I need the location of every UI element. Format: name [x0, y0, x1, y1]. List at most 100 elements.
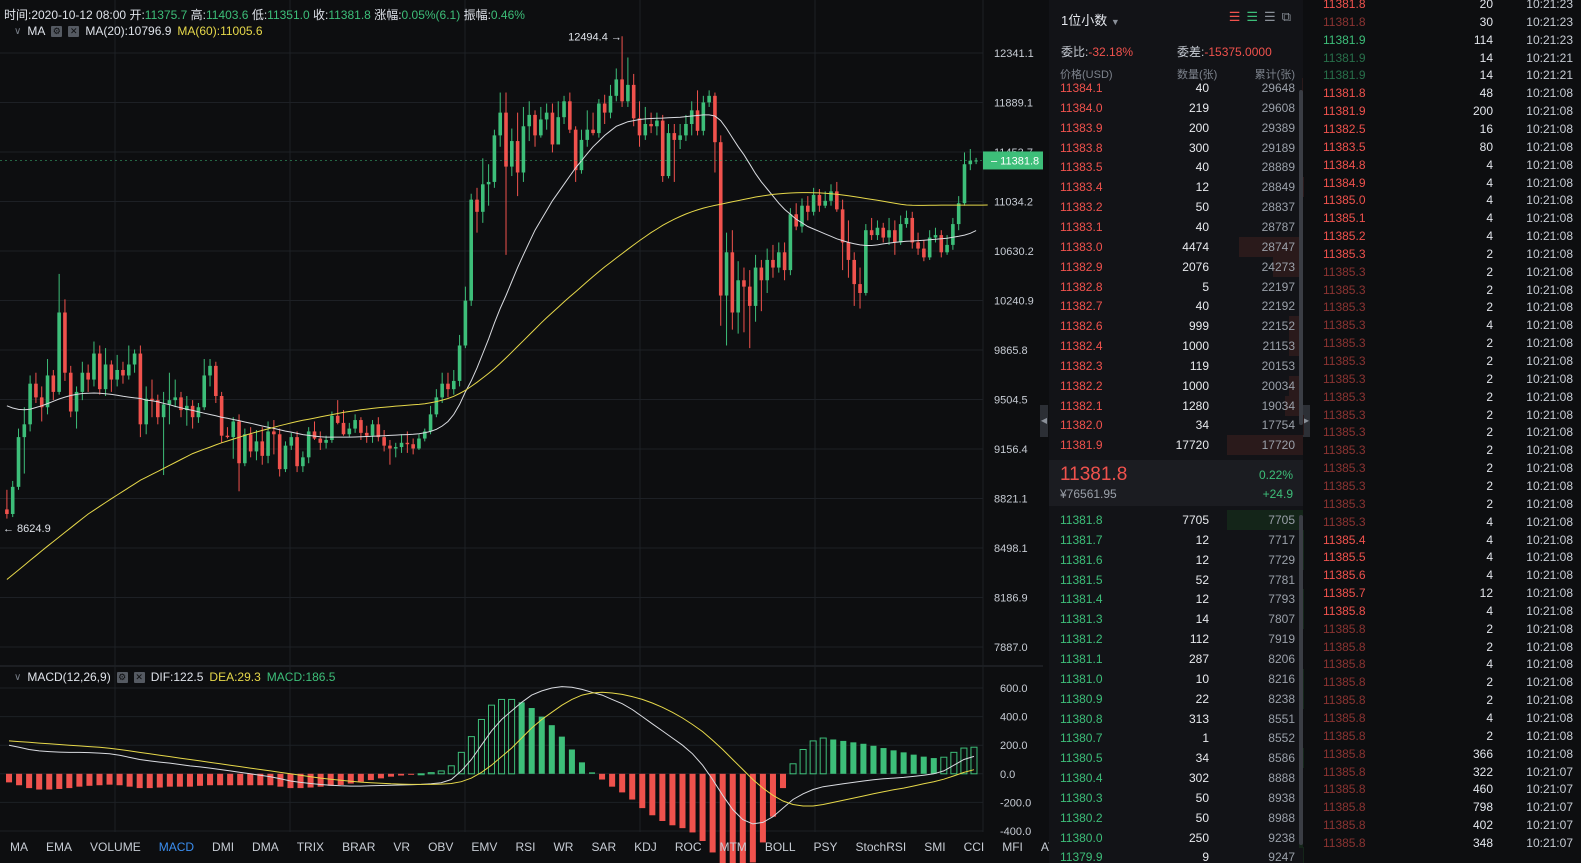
book-view-bids-icon[interactable]: ☰: [1246, 9, 1259, 24]
tab-stochrsi[interactable]: StochRSI: [855, 840, 907, 854]
ask-row[interactable]: 11384.0 219 29608: [1049, 97, 1303, 118]
collapse-left-handle[interactable]: ◀: [1040, 405, 1048, 437]
settings-gear-icon[interactable]: ⚙: [51, 25, 63, 37]
bid-row[interactable]: 11380.3 50 8938: [1049, 787, 1303, 808]
tab-mtm[interactable]: MTM: [719, 840, 747, 854]
trade-row: 11385.3 2 10:21:08: [1311, 371, 1581, 389]
candle-body: [544, 112, 549, 120]
tab-volume[interactable]: VOLUME: [90, 840, 141, 854]
tab-obv[interactable]: OBV: [428, 840, 454, 854]
ma-legend-name: MA: [27, 24, 46, 38]
order-price: 11381.8: [1060, 513, 1103, 527]
tab-emv[interactable]: EMV: [471, 840, 498, 854]
trade-time: 10:21:08: [1526, 371, 1573, 386]
precision-select[interactable]: 1位小数 ▼: [1061, 10, 1120, 29]
kline-chart-panel[interactable]: 12341.111889.111453.711034.210630.210240…: [0, 0, 1203, 863]
bid-row[interactable]: 11379.9 9 9247: [1049, 847, 1303, 863]
candle-body: [956, 203, 961, 225]
bid-row[interactable]: 11381.2 112 7919: [1049, 629, 1303, 650]
candle-body: [422, 431, 427, 439]
ask-row[interactable]: 11382.1 1280 19034: [1049, 395, 1303, 416]
tab-mfi[interactable]: MFI: [1002, 840, 1023, 854]
candle-body: [945, 244, 949, 253]
bids-scrollbar[interactable]: [1299, 515, 1303, 845]
ask-row[interactable]: 11382.0 34 17754: [1049, 415, 1303, 436]
settings-gear-icon[interactable]: ⚙: [116, 671, 128, 683]
macd-histogram-bar: [689, 773, 696, 833]
tab-sar[interactable]: SAR: [591, 840, 617, 854]
trade-qty: 4: [1486, 568, 1493, 583]
asks-scrollbar[interactable]: [1299, 90, 1303, 425]
bid-row[interactable]: 11380.0 250 9238: [1049, 827, 1303, 848]
tab-ma[interactable]: MA: [10, 840, 28, 854]
tab-kdj[interactable]: KDJ: [634, 840, 657, 854]
tab-brar[interactable]: BRAR: [342, 840, 376, 854]
ask-row[interactable]: 11382.7 40 22192: [1049, 296, 1303, 317]
macd-histogram-bar: [317, 773, 324, 787]
candle-body: [794, 214, 798, 227]
bid-row[interactable]: 11381.3 14 7807: [1049, 609, 1303, 630]
dea-line: [8, 691, 975, 807]
ask-row[interactable]: 11383.0 4474 28747: [1049, 236, 1303, 257]
tab-cci[interactable]: CCI: [963, 840, 985, 854]
bid-row[interactable]: 11381.6 12 7729: [1049, 549, 1303, 570]
tab-rsi[interactable]: RSI: [515, 840, 536, 854]
bid-row[interactable]: 11381.7 12 7717: [1049, 529, 1303, 550]
ask-row[interactable]: 11383.9 200 29389: [1049, 117, 1303, 138]
tab-vr[interactable]: VR: [393, 840, 411, 854]
tab-macd[interactable]: MACD: [158, 840, 195, 854]
order-qty: 5: [1202, 279, 1209, 294]
ask-row[interactable]: 11384.1 40 29648: [1049, 78, 1303, 98]
bid-row[interactable]: 11381.0 10 8216: [1049, 668, 1303, 689]
tab-boll[interactable]: BOLL: [764, 840, 796, 854]
trade-price: 11381.9: [1323, 68, 1366, 83]
ask-row[interactable]: 11382.8 5 22197: [1049, 276, 1303, 297]
ask-row[interactable]: 11382.9 2076 24273: [1049, 256, 1303, 277]
bid-row[interactable]: 11380.2 50 8988: [1049, 807, 1303, 828]
tab-wr[interactable]: WR: [553, 840, 574, 854]
bid-row[interactable]: 11381.4 12 7793: [1049, 589, 1303, 610]
bid-row[interactable]: 11380.4 302 8888: [1049, 768, 1303, 789]
tab-smi[interactable]: SMI: [924, 840, 946, 854]
price-axis-label: 9156.4: [994, 444, 1028, 456]
macd-histogram-bar: [589, 772, 596, 774]
ask-row[interactable]: 11382.2 1000 20034: [1049, 375, 1303, 396]
trade-qty: 4: [1486, 532, 1493, 547]
ask-row[interactable]: 11383.1 40 28787: [1049, 216, 1303, 237]
collapse-right-handle[interactable]: ▶: [1302, 405, 1310, 437]
bid-row[interactable]: 11380.7 1 8552: [1049, 728, 1303, 748]
ask-row[interactable]: 11382.4 1000 21153: [1049, 336, 1303, 357]
tab-trix[interactable]: TRIX: [296, 840, 325, 854]
bid-row[interactable]: 11381.8 7705 7705: [1049, 510, 1303, 530]
book-view-asks-icon[interactable]: ☰: [1228, 9, 1241, 24]
collapse-chevron-icon[interactable]: ∨: [14, 671, 22, 683]
ask-row[interactable]: 11382.3 119 20153: [1049, 355, 1303, 376]
bid-row[interactable]: 11380.9 22 8238: [1049, 688, 1303, 709]
tab-ema[interactable]: EMA: [46, 840, 73, 854]
bid-row[interactable]: 11380.5 34 8586: [1049, 748, 1303, 769]
tab-dma[interactable]: DMA: [252, 840, 279, 854]
bid-row[interactable]: 11381.5 52 7781: [1049, 569, 1303, 590]
info-amp: 0.46%: [490, 8, 525, 22]
ask-row[interactable]: 11383.5 40 28889: [1049, 157, 1303, 178]
tab-psy[interactable]: PSY: [813, 840, 838, 854]
tab-dmi[interactable]: DMI: [212, 840, 235, 854]
tab-roc[interactable]: ROC: [674, 840, 702, 854]
collapse-chevron-icon[interactable]: ∨: [14, 25, 22, 37]
close-icon[interactable]: ✕: [68, 25, 80, 37]
kline-chart[interactable]: 12341.111889.111453.711034.210630.210240…: [0, 0, 1043, 863]
trade-row: 11385.8 4 10:21:08: [1311, 656, 1581, 674]
ask-row[interactable]: 11382.6 999 22152: [1049, 316, 1303, 337]
popout-icon[interactable]: ⧉: [1281, 9, 1291, 24]
bid-row[interactable]: 11380.8 313 8551: [1049, 708, 1303, 729]
ask-row[interactable]: 11381.9 17720 17720: [1049, 435, 1303, 456]
ask-row[interactable]: 11383.2 50 28837: [1049, 197, 1303, 218]
ask-row[interactable]: 11383.8 300 29189: [1049, 137, 1303, 158]
close-icon[interactable]: ✕: [133, 671, 145, 683]
book-view-both-icon[interactable]: ☰: [1264, 9, 1276, 24]
info-high-label: 高:: [190, 8, 206, 22]
order-total: 24273: [1261, 259, 1295, 274]
bid-row[interactable]: 11381.1 287 8206: [1049, 648, 1303, 669]
ask-row[interactable]: 11383.4 12 28849: [1049, 177, 1303, 198]
order-price: 11382.0: [1060, 418, 1103, 433]
